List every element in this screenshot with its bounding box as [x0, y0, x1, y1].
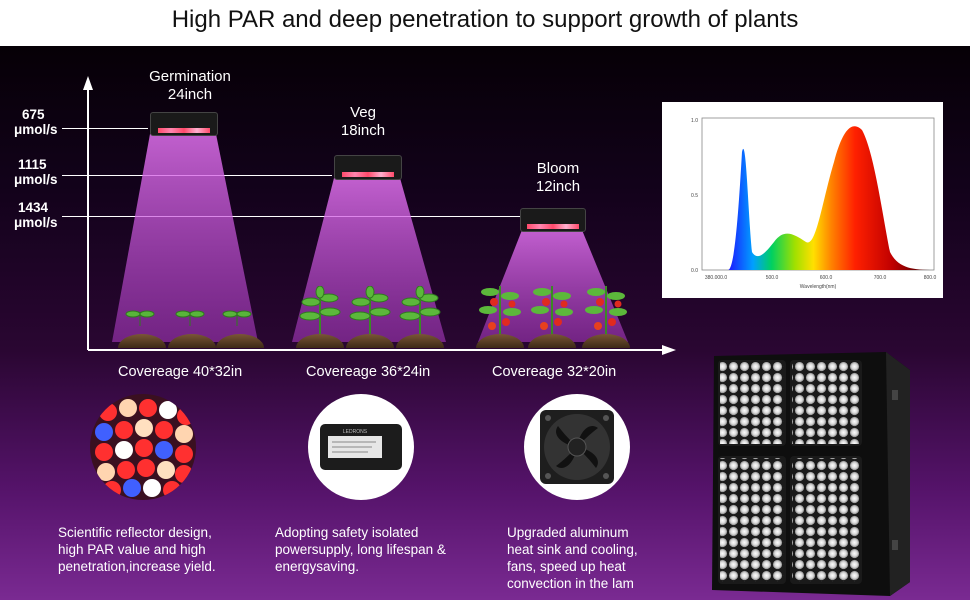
spectrum-xtick: 380.000.0 [705, 275, 727, 281]
spectrum-graph: 1.0 0.5 0.0 380.000.0 500.0 600.0 700.0 … [691, 117, 937, 290]
spectrum-xtick: 600.0 [820, 275, 833, 281]
coverage-bloom: Covereage 32*20in [492, 364, 617, 380]
driver-label: LEDRONS [343, 429, 368, 435]
spectrum-ytick: 0.5 [691, 193, 698, 199]
stage-label-veg: Veg 18inch [340, 104, 386, 139]
level-label-1115: 1115 μmol/s [14, 157, 58, 187]
spectrum-xtick: 500.0 [766, 275, 779, 281]
soil-mound [168, 334, 216, 348]
plants-illustration [125, 286, 627, 336]
spectrum-chart: 1.0 0.5 0.0 380.000.0 500.0 600.0 700.0 … [662, 102, 943, 298]
growth-axes [83, 76, 676, 355]
level-label-1434: 1434 μmol/s [14, 200, 58, 230]
coverage-veg: Covereage 36*24in [306, 364, 431, 380]
led-panel-icon [706, 350, 912, 596]
feature-heat-sink-text: Upgraded aluminum heat sink and cooling,… [507, 525, 638, 591]
soil-mound [582, 334, 630, 348]
soil-mound [396, 334, 444, 348]
feature-power-supply-text: Adopting safety isolated powersupply, lo… [275, 525, 446, 574]
stage-area: 675 μmol/s 1115 μmol/s 1434 μmol/s Germi… [0, 46, 970, 600]
coverage-germination: Covereage 40*32in [118, 364, 243, 380]
soil-mound [118, 334, 166, 348]
level-label-675: 675 μmol/s [14, 107, 58, 137]
soil-mound [476, 334, 524, 348]
spectrum-xtick: 700.0 [874, 275, 887, 281]
spectrum-xtick: 800.0 [924, 275, 937, 281]
spectrum-ytick: 0.0 [691, 268, 698, 274]
page-title: High PAR and deep penetration to support… [0, 0, 970, 46]
lamp-germination-icon [150, 112, 218, 136]
feature-reflector-text: Scientific reflector design, high PAR va… [58, 525, 216, 574]
level-tick-675 [62, 128, 148, 129]
soil-mound [296, 334, 344, 348]
soil-mound [528, 334, 576, 348]
soil-mound [216, 334, 264, 348]
lamp-bloom-icon [520, 208, 586, 232]
cooling-fan-icon [524, 394, 630, 500]
stage-label-germination: Germination 24inch [149, 68, 231, 103]
led-closeup-icon [90, 394, 196, 500]
stage-label-bloom: Bloom 12inch [535, 160, 581, 195]
spectrum-ytick: 1.0 [691, 118, 698, 124]
level-tick-1434 [62, 216, 520, 217]
power-supply-icon: LEDRONS [308, 394, 414, 500]
soil-mound [346, 334, 394, 348]
spectrum-xlabel: Wavelength(nm) [800, 284, 837, 290]
lamp-veg-icon [334, 155, 402, 180]
